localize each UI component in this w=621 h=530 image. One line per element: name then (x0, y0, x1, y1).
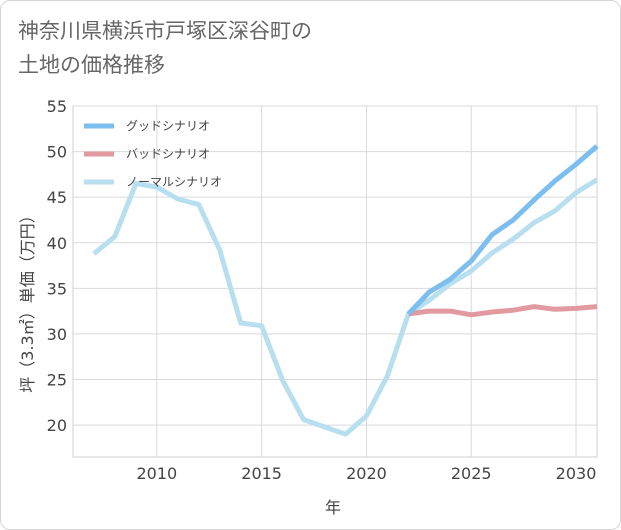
series-line-0 (406, 144, 599, 316)
chart-title-line1: 神奈川県横浜市戸塚区深谷町の (18, 19, 312, 43)
series-line-2 (92, 177, 599, 437)
x-tick-label: 2030 (556, 464, 597, 483)
y-tick-label: 55 (47, 97, 67, 116)
chart-title: 神奈川県横浜市戸塚区深谷町の 土地の価格推移 (18, 14, 438, 82)
x-axis-label: 年 (325, 498, 341, 517)
y-tick-label: 40 (47, 234, 67, 253)
y-tick-label: 25 (47, 371, 67, 390)
grid-lines (72, 105, 598, 458)
y-tick-label: 20 (47, 416, 67, 435)
series-lines (92, 144, 599, 437)
y-tick-label: 30 (47, 325, 67, 344)
chart-title-line2: 土地の価格推移 (18, 53, 165, 77)
y-tick-label: 35 (47, 279, 67, 298)
x-tick-label: 2020 (346, 464, 387, 483)
x-tick-label: 2010 (136, 464, 177, 483)
legend-label: ノーマルシナリオ (126, 175, 222, 189)
legend-label: グッドシナリオ (126, 119, 210, 133)
y-axis-label: 坪（3.3㎡）単価（万円） (18, 207, 37, 392)
y-tick-label: 50 (47, 143, 67, 162)
y-tick-label: 45 (47, 188, 67, 207)
legend-label: バッドシナリオ (126, 147, 210, 161)
x-tick-label: 2015 (241, 464, 282, 483)
series-line-1 (408, 304, 598, 318)
x-tick-label: 2025 (451, 464, 492, 483)
